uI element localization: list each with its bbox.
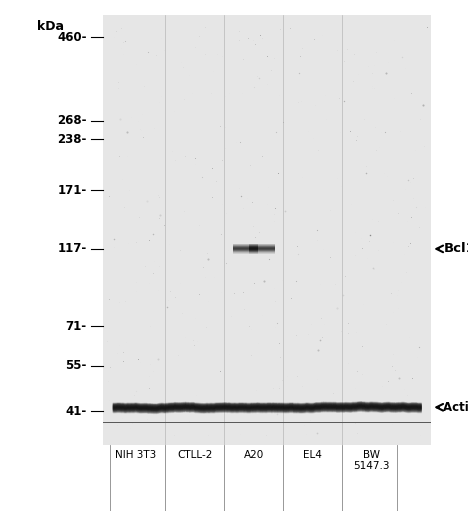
Bar	[233, 246, 258, 247]
Bar	[233, 249, 258, 250]
Bar	[233, 250, 258, 251]
Text: 238-: 238-	[57, 133, 87, 146]
Text: 71-: 71-	[66, 319, 87, 333]
Text: 55-: 55-	[65, 359, 87, 372]
Text: CTLL-2: CTLL-2	[177, 450, 212, 460]
Text: 117-: 117-	[57, 242, 87, 256]
Text: 171-: 171-	[57, 184, 87, 197]
Text: 268-: 268-	[57, 114, 87, 127]
Bar	[249, 253, 275, 254]
Bar	[233, 253, 258, 254]
Bar	[249, 250, 275, 251]
Bar	[249, 248, 275, 249]
Bar	[249, 251, 275, 252]
Bar	[233, 244, 258, 245]
Text: 460-: 460-	[57, 31, 87, 44]
Bar	[233, 251, 258, 252]
Bar	[249, 247, 275, 248]
Text: NIH 3T3: NIH 3T3	[115, 450, 156, 460]
Bar	[249, 244, 275, 245]
Bar	[233, 252, 258, 253]
Bar	[249, 246, 275, 247]
Text: kDa: kDa	[37, 19, 64, 33]
Bar	[233, 248, 258, 249]
Text: BW
5147.3: BW 5147.3	[353, 450, 390, 472]
Bar	[249, 252, 275, 253]
Bar	[249, 249, 275, 250]
Text: A20: A20	[243, 450, 264, 460]
Bar	[233, 245, 258, 246]
Text: Bcl11a: Bcl11a	[443, 242, 468, 256]
Text: 41-: 41-	[65, 405, 87, 417]
Bar	[233, 247, 258, 248]
Bar	[249, 245, 275, 246]
Text: EL4: EL4	[303, 450, 322, 460]
Text: Actin ~42 kDa: Actin ~42 kDa	[443, 401, 468, 414]
